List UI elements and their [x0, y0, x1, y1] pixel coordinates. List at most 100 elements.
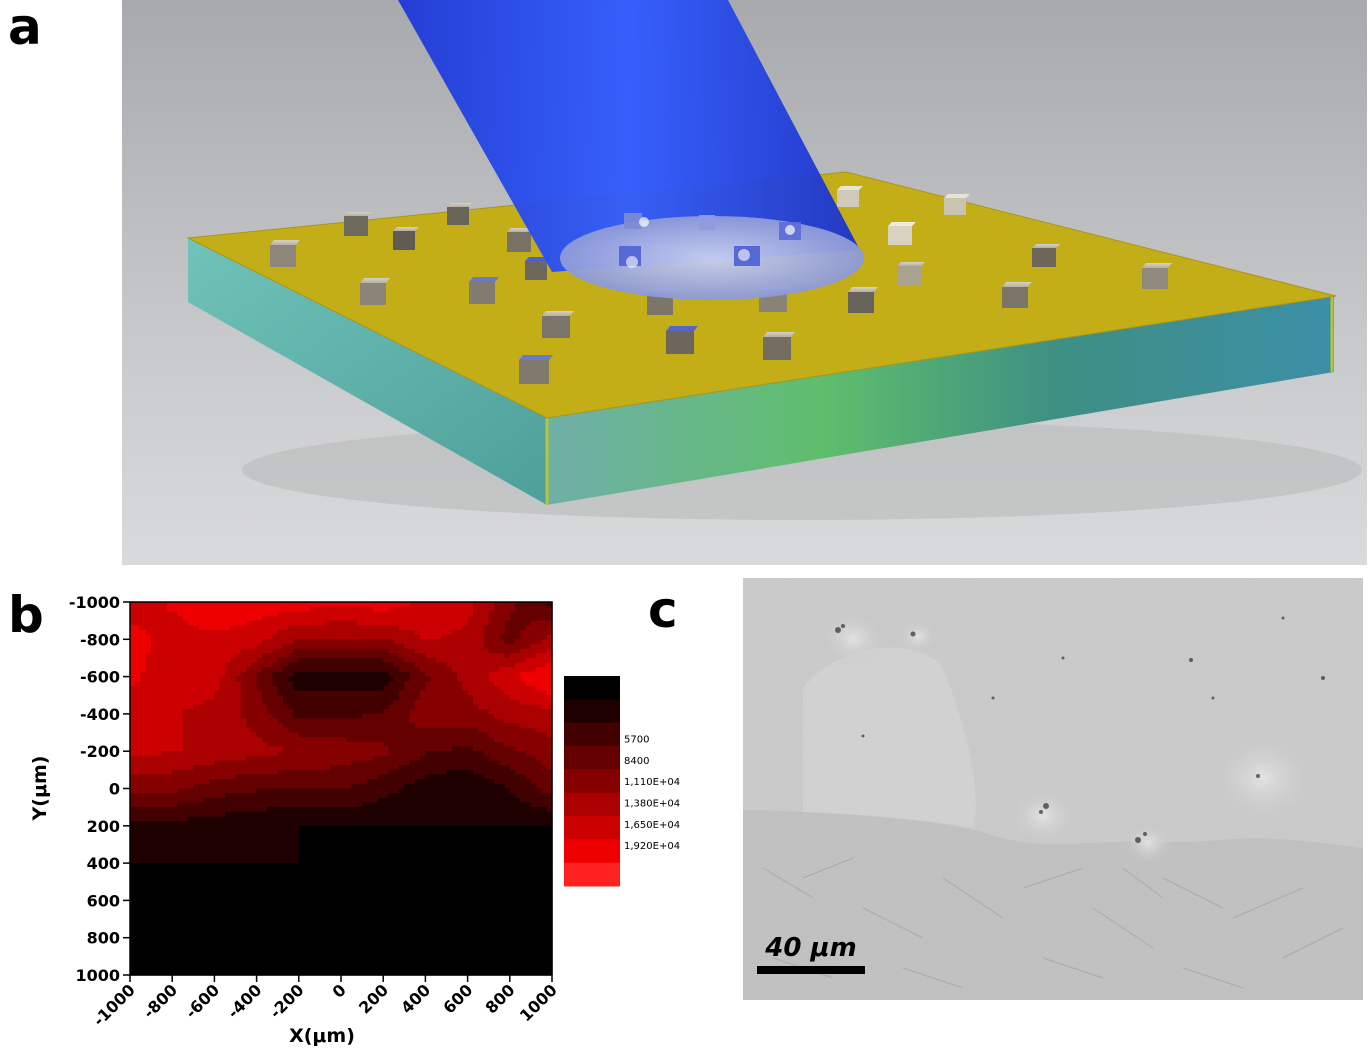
contour-cell	[509, 648, 516, 654]
contour-cell	[251, 853, 258, 860]
contour-cell	[346, 625, 353, 631]
contour-cell	[372, 625, 379, 631]
contour-cell	[293, 835, 300, 841]
contour-cell	[467, 648, 474, 654]
contour-cell	[520, 867, 527, 874]
contour-cell	[256, 648, 263, 654]
contour-cell	[351, 662, 358, 668]
contour-cell	[156, 746, 163, 752]
contour-cell	[309, 713, 316, 720]
contour-cell	[256, 606, 263, 612]
contour-cell	[188, 891, 194, 897]
contour-cell	[478, 849, 485, 855]
contour-cell	[256, 737, 263, 743]
contour-cell	[525, 690, 532, 696]
contour-cell	[393, 755, 400, 762]
contour-cell	[457, 602, 463, 608]
contour-cell	[462, 653, 469, 659]
contour-cell	[430, 713, 437, 720]
contour-cell	[404, 788, 411, 794]
contour-cell	[367, 849, 374, 855]
contour-cell	[362, 853, 368, 860]
contour-cell	[219, 741, 226, 748]
contour-cell	[515, 634, 521, 640]
contour-cell	[282, 741, 289, 748]
contour-cell	[435, 685, 442, 692]
contour-cell	[483, 779, 490, 785]
contour-cell	[309, 634, 316, 640]
contour-cell	[193, 765, 200, 771]
contour-cell	[546, 657, 553, 664]
contour-cell	[377, 779, 384, 785]
substrate-side-left	[188, 238, 547, 505]
contour-cell	[304, 802, 310, 808]
contour-cell	[240, 657, 247, 664]
contour-cell	[467, 625, 474, 631]
contour-cell	[251, 718, 258, 724]
contour-cell	[282, 788, 289, 794]
contour-cell	[246, 723, 252, 729]
contour-cell	[509, 821, 516, 827]
contour-cell	[298, 620, 305, 626]
contour-cell	[515, 793, 521, 799]
contour-cell	[341, 807, 347, 813]
contour-cell	[272, 788, 279, 794]
contour-cell	[451, 816, 458, 822]
contour-cell	[188, 797, 194, 804]
contour-cell	[319, 723, 326, 729]
contour-cell	[451, 765, 458, 771]
contour-cell	[541, 713, 548, 720]
contour-cell	[293, 606, 300, 612]
contour-cell	[546, 844, 553, 850]
contour-cell	[235, 741, 242, 748]
contour-cell	[193, 788, 200, 794]
contour-cell	[478, 713, 485, 720]
contour-cell	[509, 606, 516, 612]
contour-cell	[425, 602, 432, 608]
contour-cell	[541, 606, 548, 612]
contour-cell	[246, 629, 252, 636]
contour-cell	[520, 755, 527, 762]
contour-cell	[341, 667, 347, 673]
contour-cell	[214, 797, 221, 804]
contour-cell	[145, 620, 152, 626]
contour-cell	[457, 821, 463, 827]
contour-cell	[451, 643, 458, 650]
contour-cell	[177, 676, 184, 682]
contour-cell	[346, 699, 353, 706]
contour-cell	[267, 615, 274, 622]
contour-cell	[367, 886, 374, 892]
contour-cell	[509, 690, 516, 696]
contour-cell	[520, 751, 527, 757]
contour-cell	[288, 676, 295, 682]
contour-cell	[298, 802, 305, 808]
contour-cell	[240, 877, 247, 883]
contour-cell	[525, 867, 532, 874]
contour-cell	[346, 676, 353, 682]
contour-cell	[240, 699, 247, 706]
contour-cell	[388, 877, 395, 883]
contour-cell	[224, 662, 231, 668]
contour-cell	[388, 825, 395, 832]
contour-cell	[130, 620, 136, 626]
contour-cell	[414, 872, 421, 878]
contour-cell	[435, 690, 442, 696]
contour-cell	[478, 746, 485, 752]
contour-cell	[441, 774, 448, 780]
contour-cell	[420, 634, 427, 640]
contour-cell	[330, 648, 337, 654]
contour-cell	[309, 718, 316, 724]
contour-cell	[224, 858, 231, 864]
contour-cell	[404, 760, 411, 766]
contour-cell	[509, 774, 516, 780]
contour-cell	[504, 681, 511, 687]
contour-cell	[277, 858, 284, 864]
contour-cell	[541, 690, 548, 696]
contour-cell	[267, 611, 274, 617]
contour-cell	[515, 690, 521, 696]
contour-cell	[388, 881, 395, 888]
contour-cell	[246, 676, 252, 682]
contour-cell	[156, 625, 163, 631]
contour-cell	[309, 849, 316, 855]
contour-cell	[135, 602, 142, 608]
